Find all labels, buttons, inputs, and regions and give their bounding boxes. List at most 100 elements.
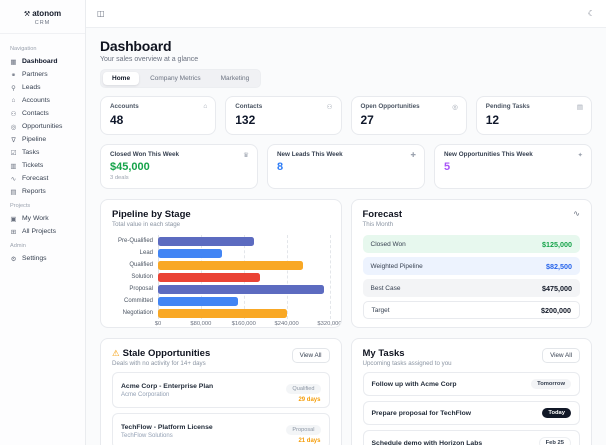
- sidebar-item-partners[interactable]: ⚭ Partners: [0, 68, 85, 81]
- reports-icon: ▤: [10, 188, 17, 196]
- sidebar-item-forecast[interactable]: ∿ Forecast: [0, 172, 85, 185]
- weekly-value: $45,000: [110, 161, 150, 173]
- sidebar-item-tickets[interactable]: ▥ Tickets: [0, 159, 85, 172]
- dashboard-icon: ▦: [10, 58, 17, 66]
- tab-marketing[interactable]: Marketing: [212, 72, 259, 85]
- weekly-sub: 3 deals: [110, 175, 129, 181]
- sidebar-item-my-work[interactable]: ▣ My Work: [0, 212, 85, 225]
- weekly-label: Closed Won This Week: [110, 151, 180, 158]
- task-name: Prepare proposal for TechFlow: [371, 409, 472, 417]
- bottom-row: ⚠ Stale Opportunities Deals with no activ…: [100, 338, 592, 445]
- chart-y-label: Solution: [131, 274, 153, 280]
- sidebar-section-label: Navigation: [10, 46, 37, 52]
- stale-item-acme-corp-enterprise-plan[interactable]: Acme Corp - Enterprise Plan Acme Corporat…: [112, 372, 330, 408]
- stat-label: Pending Tasks: [485, 103, 530, 110]
- stale-card-header: ⚠ Stale Opportunities Deals with no activ…: [112, 348, 330, 367]
- sidebar-item-settings[interactable]: ⚙ Settings: [0, 252, 85, 265]
- sidebar-item-label: Tickets: [22, 162, 44, 169]
- theme-toggle-icon[interactable]: ☾: [587, 9, 595, 18]
- sidebar-item-leads[interactable]: ⚲ Leads: [0, 81, 85, 94]
- forecast-row-label: Closed Won: [370, 240, 406, 248]
- forecast-row-closed-won: Closed Won $125,000: [362, 235, 580, 253]
- task-item-prepare-proposal-for-techflow[interactable]: Prepare proposal for TechFlow Today: [362, 401, 580, 425]
- stale-item-techflow-platform-license[interactable]: TechFlow - Platform License TechFlow Solu…: [112, 413, 330, 445]
- forecast-row-label: Best Case: [370, 284, 401, 292]
- forecast-row-label: Weighted Pipeline: [370, 262, 423, 270]
- chart-bar-lead: [158, 248, 223, 258]
- forecast-row-value: $125,000: [542, 239, 572, 249]
- due-badge: Feb 25: [538, 437, 571, 445]
- page-title: Dashboard: [100, 38, 172, 54]
- weekly-label: New Leads This Week: [277, 151, 343, 158]
- trending-up-icon: ∿: [573, 209, 580, 218]
- warning-icon: ⚠: [112, 348, 120, 358]
- sidebar-item-label: Accounts: [22, 97, 50, 104]
- days-stale: 21 days: [298, 438, 321, 444]
- task-items-list: Follow up with Acme Corp Tomorrow Prepare …: [362, 372, 580, 445]
- stale-item-meta: Proposal 21 days: [286, 418, 321, 444]
- stale-card-title: ⚠ Stale Opportunities: [112, 348, 210, 359]
- tasks-icon: ☑: [10, 149, 17, 157]
- chart-bar-committed: [158, 296, 239, 306]
- sidebar-item-label: Reports: [22, 188, 46, 195]
- forecast-row-value: $475,000: [542, 283, 572, 293]
- sidebar-toggle-icon[interactable]: ◫: [97, 9, 105, 18]
- tasks-view-all-button[interactable]: View All: [542, 348, 580, 363]
- trophy-icon: ♛: [243, 152, 249, 159]
- charts-row: Pipeline by Stage Total value in each st…: [100, 199, 592, 328]
- forecast-card-header: Forecast This Month ∿: [363, 209, 581, 228]
- pipeline-by-stage-card: Pipeline by Stage Total value in each st…: [100, 199, 342, 328]
- chart-x-label: $80,000: [190, 321, 212, 327]
- sidebar-item-contacts[interactable]: ⚇ Contacts: [0, 107, 85, 120]
- sidebar-item-dashboard[interactable]: ▦ Dashboard: [0, 55, 85, 68]
- sidebar-item-reports[interactable]: ▤ Reports: [0, 185, 85, 198]
- weekly-card-new-opportunities-this-week: New Opportunities This Week 5 ✦: [434, 144, 592, 189]
- stale-view-all-button[interactable]: View All: [291, 348, 330, 363]
- weekly-value: 5: [444, 161, 451, 173]
- sidebar-item-all-projects[interactable]: ⊞ All Projects: [0, 225, 85, 238]
- chart-bar-pre-qualified: [158, 236, 255, 246]
- chart-bar-row: [158, 247, 330, 259]
- chart-y-axis: Pre-Qualified Lead Qualified Solution Propos…: [112, 235, 158, 327]
- tab-company-metrics[interactable]: Company Metrics: [141, 72, 210, 85]
- chart-bar-row: [158, 295, 330, 307]
- tab-bar: Home Company Metrics Marketing: [100, 69, 262, 88]
- weekly-card-closed-won-this-week: Closed Won This Week $45,000 3 deals ♛: [100, 144, 258, 189]
- task-item-schedule-demo-with-horizon-labs[interactable]: Schedule demo with Horizon Labs Feb 25: [362, 430, 580, 445]
- chart-y-label: Proposal: [129, 286, 153, 292]
- stale-title-text: Stale Opportunities: [122, 348, 211, 359]
- pipeline-card-title: Pipeline by Stage: [112, 209, 191, 220]
- stale-item-info: TechFlow - Platform License TechFlow Solu…: [121, 424, 213, 439]
- stale-card-subtitle: Deals with no activity for 14+ days: [112, 360, 206, 367]
- topbar: ◫ ☾: [86, 0, 606, 28]
- stage-badge: Proposal: [286, 425, 321, 435]
- chart-bar-row: [158, 259, 330, 271]
- pipeline-card-header: Pipeline by Stage Total value in each st…: [112, 209, 330, 228]
- weekly-value: 8: [277, 161, 284, 173]
- logo-subtitle: CRM: [34, 20, 51, 26]
- chart-y-label: Committed: [123, 298, 153, 304]
- forecast-row-target: Target $200,000: [362, 301, 580, 319]
- stale-opportunities-card: ⚠ Stale Opportunities Deals with no activ…: [100, 338, 342, 445]
- logo-row: ⚒ atonom: [4, 9, 81, 18]
- settings-icon: ⚙: [10, 255, 17, 263]
- pipeline-bar-chart: Pre-Qualified Lead Qualified Solution Propos…: [112, 235, 341, 327]
- page-subtitle: Your sales overview at a glance: [100, 56, 199, 63]
- stat-label: Contacts: [235, 103, 263, 110]
- tab-home[interactable]: Home: [103, 72, 140, 85]
- sidebar-item-opportunities[interactable]: ◎ Opportunities: [0, 120, 85, 133]
- clipboard-icon: ▤: [576, 104, 583, 111]
- sidebar-item-pipeline[interactable]: ∇ Pipeline: [0, 133, 85, 146]
- chart-bar-qualified: [158, 260, 303, 270]
- sidebar-item-tasks[interactable]: ☑ Tasks: [0, 146, 85, 159]
- task-item-follow-up-with-acme-corp[interactable]: Follow up with Acme Corp Tomorrow: [362, 372, 580, 396]
- chart-y-label: Negotiation: [122, 310, 153, 316]
- my-tasks-card: My Tasks Upcoming tasks assigned to you …: [350, 338, 592, 445]
- all-projects-icon: ⊞: [10, 228, 17, 236]
- chart-x-label: $320,000: [317, 321, 342, 327]
- chart-x-label: $0: [154, 321, 162, 327]
- stat-label: Accounts: [110, 103, 139, 110]
- stage-badge: Qualified: [286, 384, 321, 394]
- sidebar-item-accounts[interactable]: ⌂ Accounts: [0, 94, 85, 107]
- my-work-icon: ▣: [10, 215, 17, 223]
